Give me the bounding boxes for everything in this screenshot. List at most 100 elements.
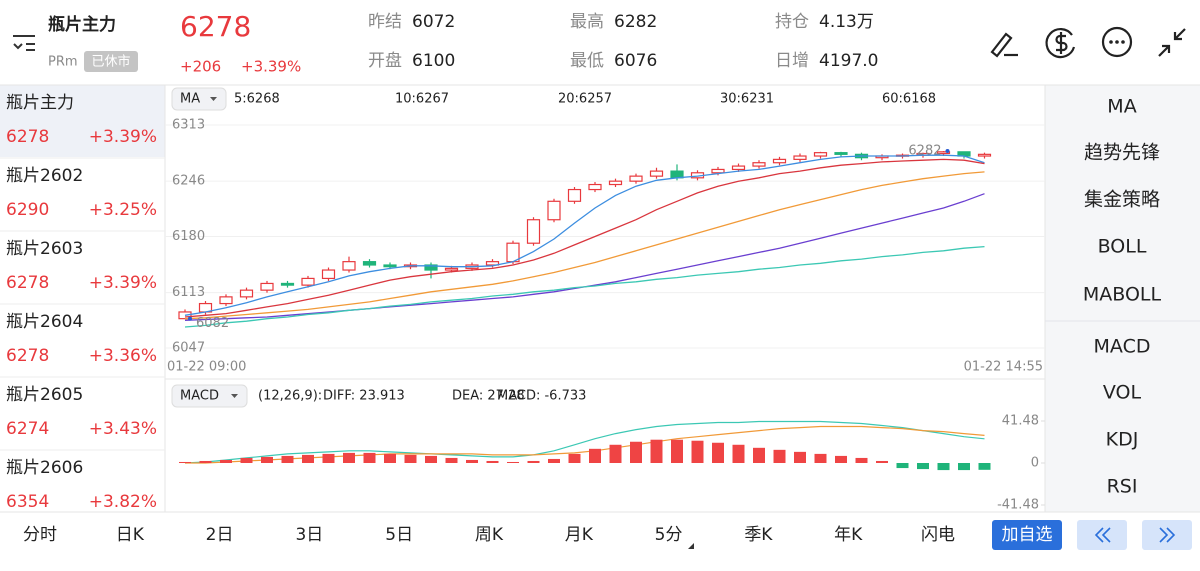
selected-row — [0, 85, 165, 157]
stat-label: 昨结 — [368, 12, 402, 32]
macd-bar — [220, 459, 232, 463]
indicator[interactable]: RSI — [1107, 476, 1138, 498]
indicator[interactable]: BOLL — [1098, 236, 1147, 258]
macd-button[interactable] — [171, 384, 248, 408]
macd-bar — [958, 463, 970, 471]
contract-price: 6278 — [6, 127, 49, 147]
contract-change: +3.39% — [89, 273, 157, 293]
tab[interactable]: 5分 — [655, 525, 683, 545]
candle-body — [506, 242, 520, 263]
contract-name[interactable]: 瓶片2606 — [6, 458, 83, 478]
indicator[interactable]: MABOLL — [1083, 284, 1162, 306]
macd-bar — [425, 455, 437, 463]
series-line — [184, 154, 985, 316]
tab[interactable]: 分时 — [23, 525, 57, 545]
macd-bar — [773, 449, 786, 463]
candle-body — [526, 219, 541, 244]
stat-label: 最高 — [570, 12, 604, 32]
low-label: 6082 — [196, 316, 229, 331]
legend-button[interactable]: MACD — [180, 389, 219, 404]
stat-value: 6282 — [614, 12, 657, 32]
candle-body — [711, 168, 725, 174]
collapse-icon[interactable] — [1158, 28, 1186, 57]
tab[interactable]: 日K — [116, 525, 145, 545]
contract-name[interactable]: 瓶片主力 — [6, 93, 74, 113]
macd-params: (12,26,9): — [258, 389, 322, 404]
indicator[interactable]: 集金策略 — [1084, 189, 1160, 211]
contract-price: 6278 — [6, 346, 49, 366]
legend-entry: 30:6231 — [720, 92, 774, 107]
menu-icon[interactable] — [13, 35, 35, 51]
macd-bar — [691, 440, 704, 463]
series-line — [184, 420, 985, 464]
tab[interactable]: 月K — [565, 525, 594, 545]
macd-bar — [199, 460, 212, 463]
contract-name[interactable]: 瓶片2605 — [6, 385, 83, 405]
stat-label: 开盘 — [368, 51, 402, 71]
legend-button[interactable]: MA — [180, 92, 200, 107]
indicator[interactable]: MACD — [1094, 336, 1151, 358]
legend-entry: 60:6168 — [882, 92, 936, 107]
candle-body — [444, 267, 459, 271]
ma-button[interactable] — [171, 87, 227, 111]
more-icon[interactable] — [1101, 26, 1133, 58]
macd-bar — [630, 441, 642, 463]
next-arrow — [1159, 527, 1176, 543]
macd-bar — [671, 439, 683, 463]
macd-bar — [507, 461, 519, 463]
tab[interactable]: 季K — [744, 525, 773, 545]
candle-body — [629, 175, 643, 182]
stat-label: 最低 — [570, 51, 604, 71]
contract-price: 6274 — [6, 419, 49, 439]
draw-icon[interactable] — [990, 32, 1018, 58]
add-watchlist[interactable]: 加自选 — [1002, 525, 1053, 545]
indicator[interactable]: MA — [1107, 96, 1136, 118]
indicator-panel — [1045, 85, 1200, 512]
candle-body — [424, 264, 438, 271]
macd-bar — [835, 455, 847, 463]
contract-name[interactable]: 瓶片2602 — [6, 166, 83, 186]
y-tick-label: 0 — [1031, 456, 1039, 471]
indicator[interactable]: 趋势先锋 — [1084, 142, 1160, 164]
macd-bar — [814, 453, 827, 463]
dropdown — [231, 394, 238, 398]
contract-change: +3.39% — [89, 127, 157, 147]
candle-body — [280, 282, 295, 286]
candle-body — [813, 152, 828, 157]
candle-body — [321, 269, 336, 280]
contract-price: 6278 — [6, 273, 49, 293]
candle-body — [977, 153, 992, 157]
tab[interactable]: 周K — [475, 525, 504, 545]
prev-arrow — [1094, 527, 1111, 543]
contract-name: 瓶片主力 — [48, 14, 116, 35]
add-watchlist-button[interactable] — [992, 520, 1062, 550]
change-pct: +3.39% — [241, 58, 301, 76]
tab[interactable]: 5日 — [385, 525, 413, 545]
macd-bar — [527, 460, 540, 463]
legend-entry: 10:6267 — [395, 92, 449, 107]
macd-bar — [937, 463, 950, 471]
tab[interactable]: 3日 — [295, 525, 323, 545]
x-tick-label: 01-22 14:55 — [964, 360, 1043, 375]
macd-bar — [712, 442, 724, 463]
legend-entry: 20:6257 — [558, 92, 612, 107]
contract-name[interactable]: 瓶片2603 — [6, 239, 83, 259]
tab[interactable]: 年K — [834, 525, 863, 545]
candle-body — [649, 170, 664, 177]
macd-bar — [179, 461, 191, 463]
contract-name[interactable]: 瓶片2604 — [6, 312, 83, 332]
series-line — [185, 425, 985, 464]
tab[interactable]: 闪电 — [921, 525, 955, 545]
contract-change: +3.82% — [89, 492, 157, 512]
indicator[interactable]: VOL — [1103, 382, 1142, 404]
candle-body — [608, 180, 623, 186]
macd-bar — [322, 453, 335, 463]
indicator[interactable]: KDJ — [1106, 429, 1139, 451]
tab[interactable]: 2日 — [206, 525, 234, 545]
currency-icon[interactable] — [1045, 28, 1076, 59]
macd-bar — [281, 455, 294, 463]
candle-body — [219, 296, 233, 305]
y-tick-label: 6313 — [172, 118, 205, 133]
series-line — [184, 158, 985, 318]
